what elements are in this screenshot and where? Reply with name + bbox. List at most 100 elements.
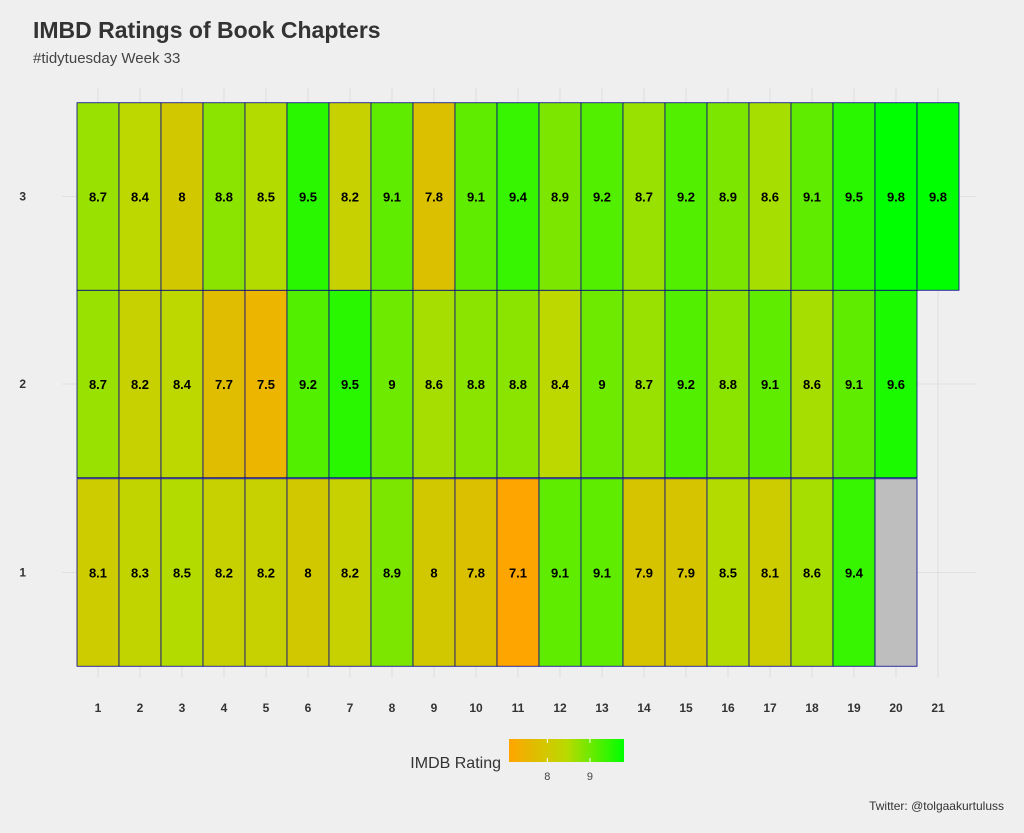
heatmap-cell [496,289,540,479]
heatmap-cell [328,102,372,291]
cell-value-label: 8.6 [761,190,779,205]
heatmap-cell [286,102,330,291]
x-tick-label: 15 [679,701,693,715]
cell-value-label: 8.9 [719,190,737,205]
heatmap-cell [622,478,666,667]
x-tick-label: 12 [553,701,567,715]
cell-value-label: 9.2 [677,377,695,392]
heatmap-cell [160,102,204,291]
heatmap-cell [664,289,708,479]
heatmap-cell [496,102,540,291]
y-tick-label: 1 [19,566,26,580]
heatmap-cell [748,478,792,667]
heatmap-cell [832,102,876,291]
cell-value-label: 8.9 [551,190,569,205]
heatmap-cell [790,289,834,479]
heatmap-cell [328,289,372,479]
y-tick-label: 2 [19,377,26,391]
cell-value-label: 9.1 [467,190,485,205]
cell-value-label: 8.4 [131,190,150,205]
cell-value-label: 8.7 [635,377,653,392]
heatmap-cell [412,102,456,291]
chart-title: IMBD Ratings of Book Chapters [33,17,381,43]
heatmap-cell [202,478,246,667]
x-tick-label: 10 [469,701,483,715]
heatmap-cell [538,289,582,479]
legend-colorbar [509,739,624,762]
cell-value-label: 9 [388,377,395,392]
cell-value-label: 9.1 [845,377,863,392]
heatmap-cell [874,289,918,479]
heatmap-cell [454,289,498,479]
heatmap-cell [370,289,414,479]
x-tick-label: 20 [889,701,903,715]
cell-value-label: 9.8 [929,190,947,205]
cell-value-label: 8.5 [173,566,191,581]
cell-value-label: 8.9 [383,566,401,581]
cell-value-label: 8.7 [635,190,653,205]
heatmap-cell [538,102,582,291]
cell-value-label: 9.2 [593,190,611,205]
chart-caption: Twitter: @tolgaakurtuluss [869,799,1004,813]
x-tick-label: 14 [637,701,651,715]
heatmap-cell [706,289,750,479]
cell-value-label: 8.2 [131,377,149,392]
heatmap-cell [412,289,456,479]
heatmap-cell [286,478,330,667]
cell-value-label: 8.2 [215,566,233,581]
cell-value-label: 9.4 [509,190,528,205]
cell-value-label: 9.2 [677,190,695,205]
cell-value-label: 8.2 [341,566,359,581]
legend-title: IMDB Rating [410,755,501,772]
cell-value-label: 9.4 [845,566,864,581]
x-tick-label: 8 [389,701,396,715]
heatmap-cell [202,289,246,479]
x-tick-label: 16 [721,701,735,715]
heatmap-cell [664,102,708,291]
heatmap-cell [454,478,498,667]
cell-value-label: 9 [598,377,605,392]
cell-value-label: 8.8 [215,190,233,205]
cell-value-label: 7.9 [635,566,653,581]
cell-value-label: 8.1 [89,566,107,581]
heatmap-cell [748,102,792,291]
heatmap-cell [748,289,792,479]
heatmap-cell [118,289,162,479]
cell-value-label: 8.6 [425,377,443,392]
heatmap-cell [664,478,708,667]
heatmap-cell [790,102,834,291]
x-tick-label: 2 [137,701,144,715]
cell-value-label: 7.5 [257,377,275,392]
heatmap-cell [76,102,120,291]
cell-value-label: 9.8 [887,190,905,205]
cell-value-label: 7.8 [425,190,443,205]
cell-value-label: 8.3 [131,566,149,581]
heatmap-cell [412,478,456,667]
heatmap-cells [76,102,960,667]
cell-value-label: 8.1 [761,566,779,581]
x-tick-label: 13 [595,701,609,715]
heatmap-cell [538,478,582,667]
cell-value-label: 9.1 [761,377,779,392]
heatmap-cell [454,102,498,291]
heatmap-cell [118,478,162,667]
cell-value-label: 9.2 [299,377,317,392]
cell-value-label: 7.1 [509,566,527,581]
x-tick-label: 11 [512,701,525,715]
x-tick-label: 1 [95,701,102,715]
cell-value-label: 8.8 [467,377,485,392]
x-tick-label: 17 [763,701,777,715]
x-tick-label: 7 [347,701,354,715]
legend-tick-label: 8 [544,771,550,783]
heatmap-cell [496,478,540,667]
cell-value-label: 8.2 [341,190,359,205]
cell-value-label: 8 [430,566,437,581]
cell-value-label: 8.4 [551,377,570,392]
x-axis: 1 2 3 4 5 6 7 8 9 10 11 12 13 14 15 16 17 18 19 20 21 [95,701,945,715]
heatmap-cell [76,478,120,667]
heatmap-cell [874,478,918,667]
x-tick-label: 21 [931,701,945,715]
cell-value-label: 8.8 [509,377,527,392]
x-tick-label: 5 [263,701,270,715]
